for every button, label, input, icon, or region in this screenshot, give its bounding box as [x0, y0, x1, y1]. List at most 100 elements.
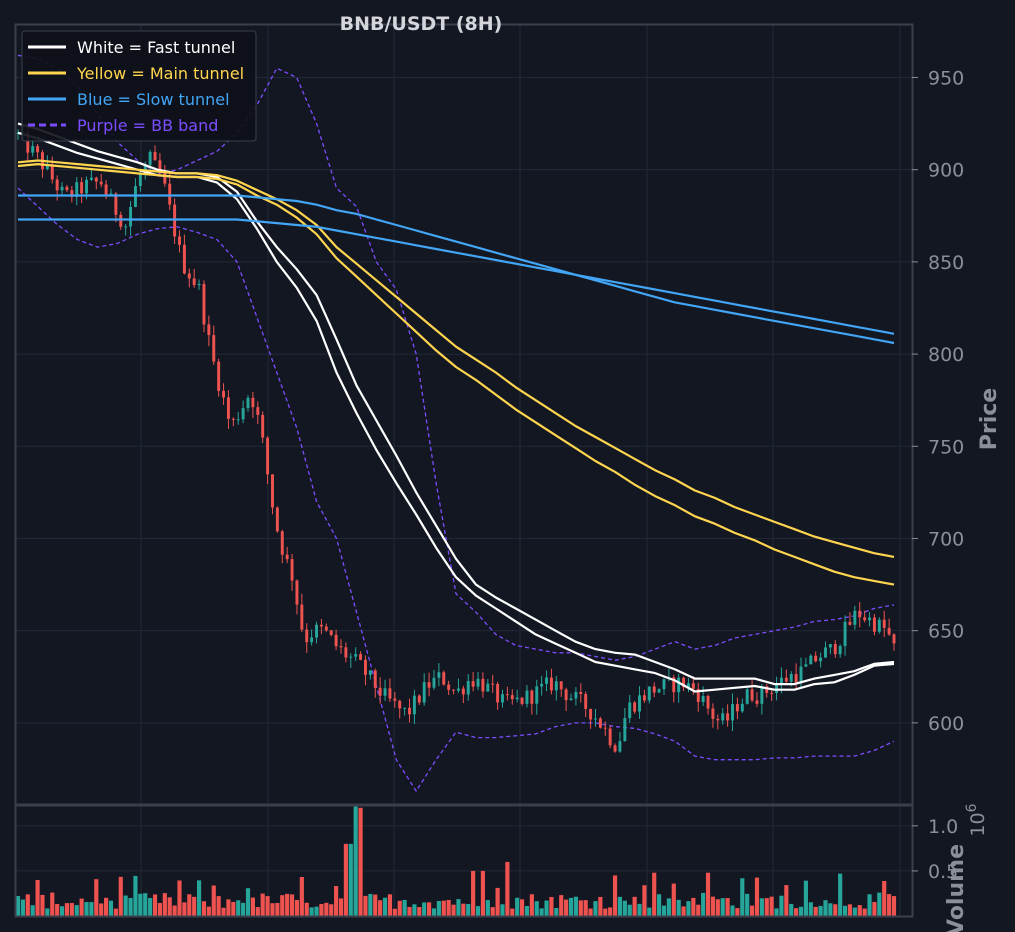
volume-bar [334, 886, 339, 916]
legend-box [21, 30, 257, 142]
volume-bar [152, 894, 158, 916]
volume-bar [265, 896, 270, 916]
candle-body [603, 727, 607, 729]
candle-body [295, 580, 299, 605]
candle-body [344, 647, 348, 658]
volume-bar [294, 899, 300, 916]
volume-bar [652, 872, 657, 916]
volume-bar [823, 900, 828, 916]
volume-bar [55, 903, 60, 916]
candle-body [359, 654, 363, 660]
price-tick-label: 950 [928, 67, 964, 89]
volume-bar [671, 883, 676, 916]
series-line-1 [17, 163, 895, 586]
volume-bar [480, 870, 485, 916]
candle-body [696, 688, 700, 702]
candle-body [691, 683, 695, 689]
volume-bar [304, 902, 309, 916]
price-tick-label: 650 [928, 621, 964, 643]
candle-body [471, 681, 475, 687]
candle-body [496, 683, 500, 703]
volume-bar [833, 904, 838, 916]
candle-body [505, 694, 509, 696]
candle-body [109, 193, 113, 195]
candle-body [275, 507, 279, 532]
candle-body [187, 273, 191, 279]
volume-bar [79, 898, 84, 916]
candle-body [735, 704, 739, 712]
candle-body [682, 677, 686, 688]
volume-bar [436, 900, 441, 916]
volume-bar [270, 903, 275, 916]
volume-bar [84, 902, 89, 916]
volume-bar [289, 894, 295, 916]
candle-body [207, 324, 211, 336]
volume-bar [578, 900, 583, 916]
candle-body [809, 655, 813, 665]
volume-bar [735, 908, 740, 916]
candle-body [75, 182, 79, 197]
volume-bar [177, 880, 182, 916]
volume-bar [603, 908, 608, 916]
candle-body [652, 686, 656, 693]
volume-bar [461, 903, 466, 916]
volume-bar [466, 903, 471, 916]
candle-body [882, 619, 886, 628]
volume-bar [148, 898, 153, 916]
candle-body [231, 418, 235, 420]
candle-body [564, 689, 568, 701]
volume-bar [666, 898, 671, 916]
volume-bar [740, 878, 745, 916]
volume-bar [842, 905, 848, 916]
candle-body [789, 674, 793, 682]
candle-body [300, 604, 304, 630]
volume-tick-label: 1.0 [928, 816, 958, 838]
volume-bar [397, 900, 402, 916]
volume-bar [730, 905, 735, 916]
legend: White = Fast tunnel Yellow = Main tunnel B… [21, 30, 257, 142]
volume-bar [838, 873, 843, 916]
volume-grid [16, 806, 912, 916]
candle-body [579, 691, 583, 695]
candle-body [334, 634, 338, 647]
candle-body [437, 672, 441, 678]
series-line-0 [17, 122, 895, 686]
volume-bar [686, 901, 691, 916]
volume-bar [192, 896, 197, 916]
volume-bar [798, 906, 804, 916]
volume-bar [358, 807, 363, 916]
candle-body [26, 131, 30, 153]
candle-body [339, 646, 343, 648]
volume-bar [157, 903, 163, 916]
volume-bar [515, 897, 520, 916]
volume-bar [319, 903, 324, 916]
volume-bar [887, 894, 892, 916]
volume-bar [872, 901, 877, 916]
legend-label: White = Fast tunnel [77, 38, 235, 57]
candle-body [408, 707, 411, 715]
volume-bar [471, 870, 476, 916]
volume-bar [534, 901, 539, 916]
candle-body [393, 698, 397, 701]
volume-bar [216, 896, 221, 916]
volume-bar [201, 901, 207, 916]
volume-bar [891, 896, 897, 916]
candle-body [124, 226, 128, 228]
candle-body [848, 621, 852, 625]
volume-bar [275, 902, 280, 916]
candle-body [99, 181, 103, 185]
candle-body [80, 182, 84, 194]
candle-body [45, 164, 49, 170]
candle-body [657, 689, 661, 693]
volume-bar [632, 896, 637, 916]
candle-body [432, 677, 436, 688]
volume-bar [427, 902, 432, 916]
volume-axis-title: Volume [944, 844, 969, 932]
volume-bar [133, 875, 138, 916]
tunnel-lines [17, 122, 895, 693]
price-tick-label: 850 [928, 252, 964, 274]
volume-bar [583, 900, 588, 916]
candle-body [779, 677, 783, 685]
volume-bar [745, 893, 750, 916]
candle-body [628, 702, 632, 719]
